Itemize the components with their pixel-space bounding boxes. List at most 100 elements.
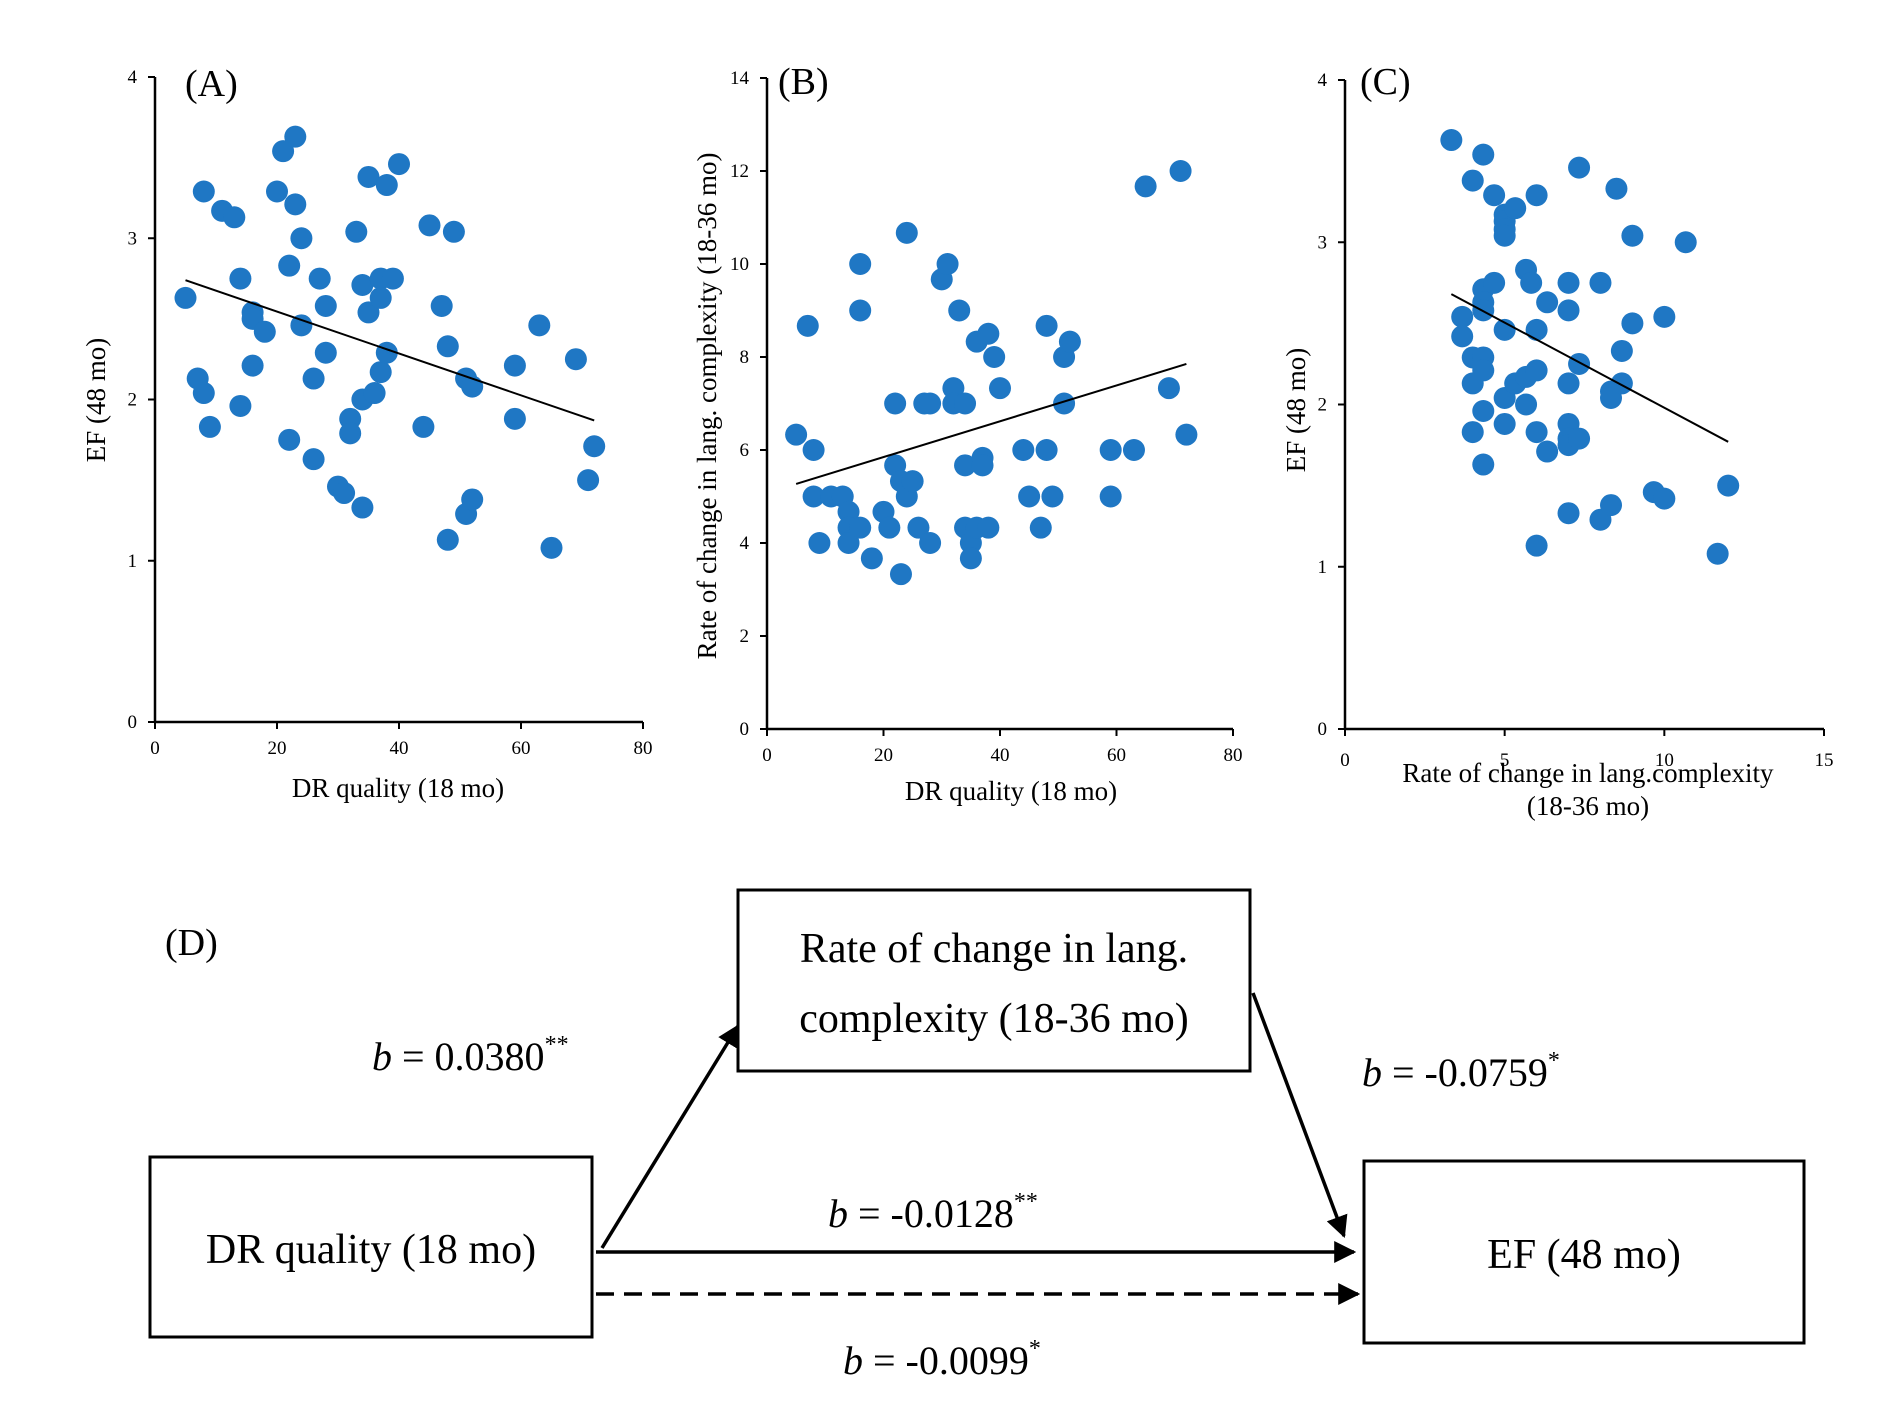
data-point-c (1610, 339, 1633, 362)
data-point-a (284, 193, 307, 216)
data-point-b (837, 500, 860, 523)
data-point-b (942, 377, 965, 400)
data-point-a (302, 448, 325, 471)
data-point-b (919, 392, 942, 415)
data-point-c (1568, 427, 1591, 450)
data-point-b (1099, 439, 1122, 461)
data-point-b (1012, 439, 1035, 461)
data-point-b (983, 346, 1006, 368)
data-point-c (1472, 399, 1495, 422)
data-point-a (284, 125, 307, 148)
x-axis-label-a: DR quality (18 mo) (292, 773, 504, 803)
path-c-prime-sig: * (1029, 1336, 1041, 1362)
y-tick-label-c: 2 (1318, 395, 1328, 416)
x-tick-label-c: 10 (1655, 750, 1674, 771)
data-point-b (802, 439, 825, 461)
panel-label-b: (B) (778, 61, 829, 103)
data-point-c (1557, 372, 1580, 395)
data-point-a (583, 435, 606, 458)
data-point-a (229, 394, 252, 417)
data-point-c (1472, 359, 1495, 382)
data-point-b (954, 454, 977, 477)
data-point-a (351, 274, 374, 297)
data-point-c (1472, 143, 1495, 166)
data-point-b (954, 392, 977, 415)
data-point-c (1483, 184, 1506, 207)
data-point-a (577, 469, 600, 492)
scatter-panel-b: (B) DR quality (18 mo) Rate of change in… (692, 61, 1243, 806)
data-point-a (278, 428, 301, 451)
data-point-a (503, 354, 526, 377)
data-point-b (849, 299, 872, 322)
data-point-a (357, 165, 380, 188)
data-point-a (528, 314, 551, 337)
data-point-a (564, 348, 587, 371)
path-a-coefficient: b = 0.0380** (372, 1032, 569, 1079)
data-point-b (989, 377, 1011, 400)
data-point-a (388, 153, 410, 176)
data-point-c (1568, 156, 1591, 179)
y-axis-label-c: EF (48 mo) (1281, 348, 1311, 473)
y-tick-label-b: 4 (740, 533, 750, 554)
scatter-panel-a: (A) DR quality (18 mo) EF (48 mo) 0 20 40 6… (81, 63, 653, 803)
data-point-b (977, 322, 1000, 345)
data-point-b (785, 423, 808, 446)
data-point-a (253, 320, 276, 343)
data-point-a (308, 267, 331, 290)
y-tick-label-c: 3 (1318, 232, 1328, 253)
data-point-b (796, 314, 819, 337)
y-tick-label-b: 0 (740, 719, 750, 740)
path-b-sig: * (1548, 1048, 1560, 1074)
x-axis-label-b: DR quality (18 mo) (905, 776, 1117, 806)
path-c-prime-var: b (843, 1338, 863, 1383)
data-point-b (936, 253, 959, 275)
data-point-a (229, 267, 252, 290)
data-point-a (381, 267, 404, 290)
data-point-b (884, 392, 907, 415)
data-point-b (971, 454, 994, 477)
data-point-c (1451, 325, 1474, 348)
path-c-prime-coefficient: b = -0.0099* (843, 1336, 1041, 1383)
data-point-c (1621, 224, 1644, 247)
y-tick-label-c: 0 (1318, 719, 1328, 740)
data-point-b (802, 485, 825, 508)
data-point-a (436, 528, 459, 551)
data-point-b (1175, 423, 1198, 446)
y-tick-label-a: 3 (128, 228, 138, 249)
outcome-box (1362, 1159, 1806, 1345)
data-point-c (1515, 393, 1538, 416)
data-point-b (849, 516, 872, 539)
x-tick-label-b: 40 (991, 745, 1010, 766)
trendline-c (1450, 293, 1729, 443)
panel-label-a: (A) (185, 63, 238, 105)
data-point-a (412, 415, 435, 438)
y-tick-label-b: 6 (740, 440, 750, 461)
data-point-a (375, 174, 398, 197)
data-point-c (1525, 534, 1548, 557)
x-axis-label-c-line2: (18-36 mo) (1527, 791, 1649, 821)
data-point-a (241, 354, 264, 377)
y-tick-label-b: 14 (730, 68, 750, 89)
path-b-arrow (1251, 992, 1348, 1239)
mediator-label-line1: Rate of change in lang. (800, 926, 1188, 972)
data-point-a (369, 286, 392, 309)
x-tick-label-c: 5 (1500, 750, 1510, 771)
data-point-b (808, 532, 831, 554)
data-point-a (278, 254, 301, 277)
data-point-a (198, 415, 221, 438)
data-point-c (1461, 169, 1484, 192)
data-point-a (503, 407, 526, 430)
data-point-a (418, 214, 441, 237)
data-point-b (1035, 314, 1058, 337)
data-point-a (351, 496, 374, 519)
data-point-c (1483, 271, 1506, 294)
data-point-a (290, 227, 313, 250)
data-point-b (919, 532, 942, 554)
data-point-a (314, 294, 337, 317)
y-axis-label-b: Rate of change in lang. complexity (18-3… (692, 153, 722, 660)
outcome-label: EF (48 mo) (1487, 1232, 1681, 1278)
x-axis-label-c-line1: Rate of change in lang.complexity (1402, 758, 1774, 788)
data-point-a (266, 180, 288, 203)
y-tick-label-a: 0 (128, 712, 138, 733)
